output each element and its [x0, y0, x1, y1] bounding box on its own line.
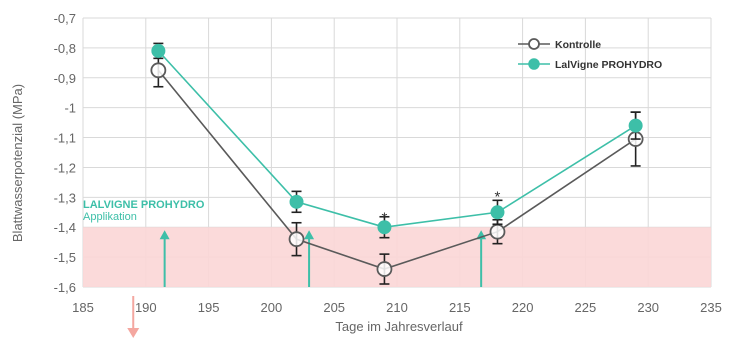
- application-arrow-head: [159, 230, 170, 240]
- x-tick-label: 210: [386, 300, 408, 315]
- x-tick-label: 225: [575, 300, 597, 315]
- data-point-kontrolle: [150, 62, 167, 79]
- y-tick-label: -1,2: [54, 160, 76, 175]
- x-axis-title: Tage im Jahresverlauf: [335, 319, 463, 334]
- data-point-kontrolle: [376, 261, 393, 277]
- data-point-prohydro: [628, 118, 643, 133]
- annotation-title: LALVIGNE PROHYDRO: [83, 199, 205, 211]
- annotation-subtitle: Applikation: [83, 211, 137, 223]
- application-arrow-head: [304, 230, 315, 240]
- stress-zone-layer: [83, 227, 711, 287]
- y-tick-label: -0,8: [54, 41, 76, 56]
- legend-marker-prohydro: [528, 58, 540, 70]
- stress-zone: [83, 227, 711, 287]
- x-tick-label: 195: [198, 300, 220, 315]
- tick-labels: 185 190 195 200 205 210 215 220 225 230 235 -0,7 -0,…: [54, 11, 722, 315]
- y-tick-label: -1,1: [54, 131, 76, 146]
- x-tick-label: 230: [637, 300, 659, 315]
- x-tick-label: 185: [72, 300, 94, 315]
- data-point-prohydro: [490, 205, 505, 220]
- data-point-kontrolle: [489, 223, 506, 240]
- y-axis-title: Blattwasserpotenzial (MPa): [10, 84, 25, 242]
- y-tick-label: -0,7: [54, 11, 76, 26]
- application-arrows: [127, 230, 487, 338]
- grid: [82, 17, 712, 288]
- y-tick-label: -1,5: [54, 250, 76, 265]
- y-tick-label: -1,6: [54, 280, 76, 295]
- series-layer: **: [150, 42, 644, 285]
- significance-marker: *: [495, 188, 501, 205]
- legend-label-kontrolle: Kontrolle: [555, 39, 601, 51]
- x-tick-label: 205: [323, 300, 345, 315]
- data-point-kontrolle: [288, 231, 305, 248]
- down-arrow-head: [127, 328, 140, 338]
- legend-marker-kontrolle: [528, 38, 540, 50]
- data-point-prohydro: [151, 43, 166, 58]
- y-tick-label: -1,4: [54, 220, 76, 235]
- y-tick-label: -1,3: [54, 190, 76, 205]
- legend-label-prohydro: LalVigne PROHYDRO: [555, 59, 662, 71]
- x-tick-label: 220: [512, 300, 534, 315]
- legend: Kontrolle LalVigne PROHYDRO: [518, 38, 662, 71]
- y-tick-label: -1: [64, 101, 76, 116]
- data-point-prohydro: [289, 194, 304, 209]
- significance-marker: *: [382, 209, 388, 226]
- x-tick-label: 190: [135, 300, 157, 315]
- x-tick-label: 215: [449, 300, 471, 315]
- y-tick-label: -0,9: [54, 71, 76, 86]
- x-tick-label: 200: [261, 300, 283, 315]
- x-tick-label: 235: [700, 300, 722, 315]
- data-point-prohydro: [377, 220, 392, 235]
